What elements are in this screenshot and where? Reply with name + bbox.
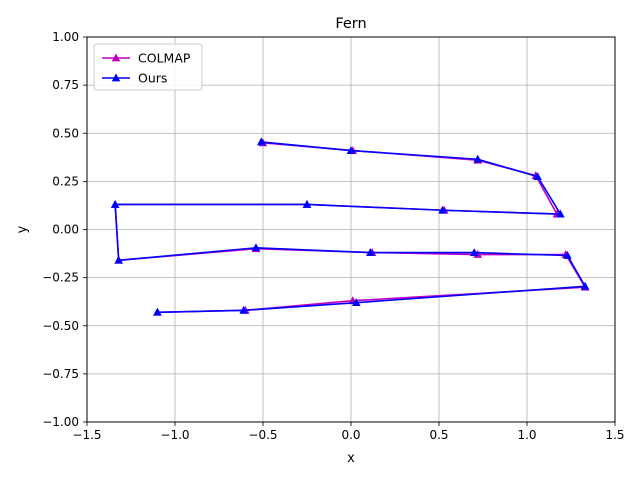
data-point	[556, 209, 565, 218]
data-point	[239, 305, 248, 314]
legend: COLMAP Ours	[93, 43, 203, 91]
ticks-group: −1.5 −1.0 −0.5 0.0 0.5 1.0 1.5 −1.00 −0.75 −0.50 −…	[42, 30, 624, 442]
x-tick-label: 0.5	[429, 428, 448, 442]
data-point	[533, 172, 542, 180]
x-tick-label: −0.5	[248, 428, 277, 442]
data-point	[352, 298, 361, 307]
y-tick-label: 0.25	[52, 174, 79, 188]
data-point	[469, 248, 479, 256]
data-point	[580, 281, 590, 290]
x-axis-label: x	[347, 451, 355, 466]
y-tick-label: 0.75	[52, 78, 79, 92]
y-tick-label: 0.00	[52, 223, 79, 237]
data-point	[366, 248, 375, 256]
x-tick-label: −1.5	[72, 428, 101, 442]
y-tick-label: 1.00	[52, 30, 79, 44]
data-point	[110, 199, 120, 208]
y-axis-label: y	[15, 225, 30, 233]
data-point	[153, 307, 162, 316]
series-ours	[110, 137, 590, 316]
legend-marker	[111, 53, 121, 62]
y-tick-label: −0.25	[42, 271, 79, 285]
y-tick-label: −0.75	[42, 367, 79, 381]
x-tick-label: 1.5	[605, 428, 624, 442]
data-point	[563, 250, 572, 259]
data-point	[473, 154, 482, 163]
legend-marker	[111, 73, 121, 82]
x-tick-label: −1.0	[160, 428, 189, 442]
x-tick-label: 1.0	[517, 428, 536, 442]
data-point	[346, 146, 356, 154]
series-group	[110, 137, 590, 316]
legend-label: COLMAP	[138, 51, 191, 66]
data-point	[114, 255, 123, 264]
data-point	[302, 199, 312, 208]
data-point	[256, 137, 266, 146]
y-tick-label: −0.50	[42, 319, 79, 333]
data-point	[251, 243, 261, 252]
y-tick-label: 0.50	[52, 126, 79, 140]
legend-label: Ours	[138, 71, 167, 86]
y-tick-label: −1.00	[42, 415, 79, 429]
x-tick-label: 0.0	[341, 428, 360, 442]
chart-title: Fern	[335, 16, 366, 32]
data-point	[438, 205, 447, 214]
